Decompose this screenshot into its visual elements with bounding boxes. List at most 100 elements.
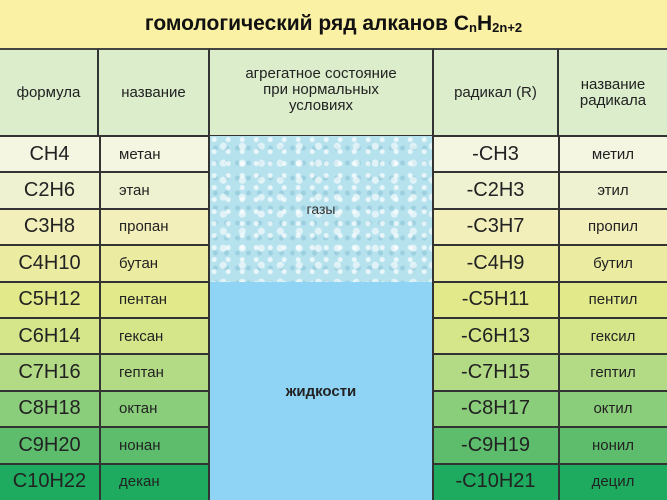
row-name: гептан bbox=[119, 364, 164, 382]
title-formula-h: H bbox=[476, 12, 493, 35]
row-radical-name: пропил bbox=[587, 218, 639, 236]
column-divider bbox=[558, 136, 560, 500]
table-cell: этан bbox=[99, 172, 210, 209]
table-cell: октил bbox=[559, 390, 667, 428]
row-radical: -C7H15 bbox=[461, 361, 530, 384]
state-liquid-cell: жидкости bbox=[210, 282, 432, 500]
row-formula: C6H14 bbox=[18, 324, 81, 347]
table-cell: -C7H15 bbox=[432, 354, 559, 391]
table-cell: бутил bbox=[559, 245, 667, 282]
row-radical: -C10H21 bbox=[455, 470, 536, 493]
table-cell: -C4H9 bbox=[432, 245, 559, 282]
title-formula: CnH2n+2 bbox=[454, 12, 522, 36]
table-cell: C10H22 bbox=[0, 463, 99, 500]
table-cell: декан bbox=[99, 463, 210, 500]
row-radical-name: метил bbox=[591, 145, 635, 163]
row-formula: C7H16 bbox=[18, 361, 81, 384]
table-cell: метил bbox=[559, 136, 667, 173]
table-cell: бутан bbox=[99, 245, 210, 282]
title-formula-n: n bbox=[469, 20, 477, 35]
table-cell: C3H8 bbox=[0, 208, 99, 246]
table-cell: CH4 bbox=[0, 136, 99, 173]
table-cell: -CH3 bbox=[432, 136, 559, 173]
header-state: агрегатное состояние при нормальных усло… bbox=[210, 48, 434, 136]
table-cell: -C3H7 bbox=[432, 208, 559, 246]
row-radical-name: гексил bbox=[590, 327, 636, 345]
table-cell: гептан bbox=[99, 354, 210, 391]
header-formula: формула bbox=[0, 48, 99, 136]
row-formula: C5H12 bbox=[18, 288, 81, 311]
state-gas-label: газы bbox=[306, 201, 336, 217]
row-name: метан bbox=[119, 145, 161, 163]
row-radical-name: бутил bbox=[593, 254, 633, 272]
row-radical: -C4H9 bbox=[466, 251, 525, 274]
table-cell: пентил bbox=[559, 281, 667, 318]
table-title: гомологический ряд алканов CnH2n+2 bbox=[0, 0, 667, 48]
row-name: бутан bbox=[119, 254, 159, 272]
header-radical: радикал (R) bbox=[434, 48, 559, 136]
row-name: нонан bbox=[119, 436, 161, 454]
row-radical-name: октил bbox=[593, 400, 633, 418]
row-name: декан bbox=[119, 473, 160, 491]
row-radical: -CH3 bbox=[472, 142, 519, 165]
row-formula: C2H6 bbox=[23, 179, 76, 202]
table-cell: C2H6 bbox=[0, 172, 99, 209]
row-radical-name: децил bbox=[591, 473, 635, 491]
header-radical-name: название радикала bbox=[559, 48, 667, 136]
row-radical: -C6H13 bbox=[461, 324, 530, 347]
row-formula: C8H18 bbox=[18, 397, 81, 420]
row-formula: CH4 bbox=[29, 142, 70, 165]
row-radical-name: нонил bbox=[591, 436, 635, 454]
row-radical-name: этил bbox=[597, 182, 629, 200]
table-cell: гептил bbox=[559, 354, 667, 391]
table-cell: C8H18 bbox=[0, 390, 99, 428]
table-cell: -C5H11 bbox=[432, 281, 559, 318]
row-name: этан bbox=[119, 182, 150, 200]
table-cell: C6H14 bbox=[0, 318, 99, 355]
row-formula: C9H20 bbox=[18, 433, 81, 456]
row-radical: -C3H7 bbox=[466, 215, 525, 238]
column-divider bbox=[208, 136, 210, 500]
row-radical: -C8H17 bbox=[461, 397, 530, 420]
title-formula-sub: 2n+2 bbox=[492, 20, 523, 35]
row-name: октан bbox=[119, 400, 158, 418]
table-cell: -C6H13 bbox=[432, 318, 559, 355]
table-cell: октан bbox=[99, 390, 210, 428]
table-cell: -C10H21 bbox=[432, 463, 559, 500]
table-cell: -C8H17 bbox=[432, 390, 559, 428]
table-cell: -C9H19 bbox=[432, 427, 559, 464]
state-gas-cell: газы bbox=[210, 136, 432, 282]
table-cell: нонил bbox=[559, 427, 667, 464]
table-cell: C7H16 bbox=[0, 354, 99, 391]
title-text: гомологический ряд алканов bbox=[144, 12, 449, 35]
table-cell: пентан bbox=[99, 281, 210, 318]
table-cell: гексан bbox=[99, 318, 210, 355]
row-radical: -C9H19 bbox=[461, 433, 530, 456]
table-cell: C4H10 bbox=[0, 245, 99, 282]
state-liquid-label: жидкости bbox=[285, 382, 357, 400]
table-cell: C9H20 bbox=[0, 427, 99, 464]
row-name: пентан bbox=[119, 291, 168, 309]
header-name: название bbox=[99, 48, 210, 136]
table-cell: -C2H3 bbox=[432, 172, 559, 209]
table-cell: этил bbox=[559, 172, 667, 209]
title-formula-c: C bbox=[453, 12, 470, 35]
table-cell: пропан bbox=[99, 208, 210, 246]
row-name: пропан bbox=[119, 218, 169, 236]
column-divider bbox=[99, 136, 101, 500]
row-radical: -C2H3 bbox=[466, 179, 525, 202]
row-radical-name: пентил bbox=[588, 291, 638, 309]
row-formula: C10H22 bbox=[12, 470, 87, 493]
table-cell: децил bbox=[559, 463, 667, 500]
table-cell: нонан bbox=[99, 427, 210, 464]
table-cell: метан bbox=[99, 136, 210, 173]
row-name: гексан bbox=[119, 327, 164, 345]
column-divider bbox=[432, 136, 434, 500]
row-radical: -C5H11 bbox=[461, 288, 530, 311]
table-cell: гексил bbox=[559, 318, 667, 355]
table-cell: C5H12 bbox=[0, 281, 99, 318]
row-radical-name: гептил bbox=[590, 364, 636, 382]
row-formula: C4H10 bbox=[18, 251, 81, 274]
table-cell: пропил bbox=[559, 208, 667, 246]
row-formula: C3H8 bbox=[23, 215, 76, 238]
